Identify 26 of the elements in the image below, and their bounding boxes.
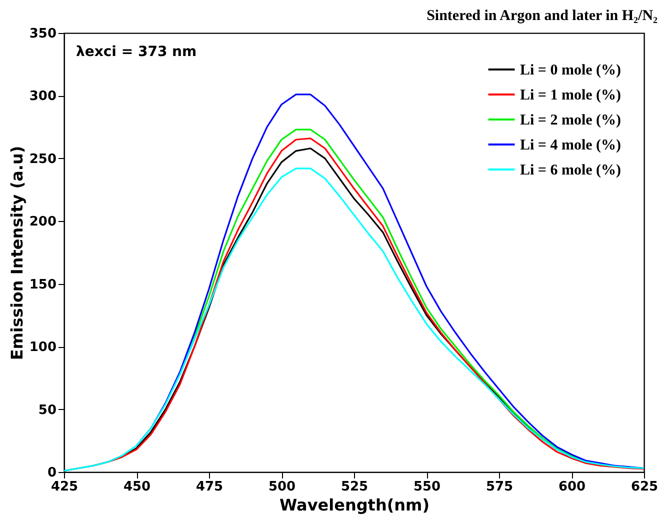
legend-label: Li = 2 mole (%) bbox=[520, 112, 622, 128]
y-tick-label: 0 bbox=[47, 466, 56, 480]
x-tick-label: 450 bbox=[123, 480, 151, 494]
y-tick-label: 100 bbox=[29, 340, 56, 356]
x-tick-label: 500 bbox=[268, 480, 296, 494]
y-tick-label: 150 bbox=[29, 277, 56, 292]
y-tick-label: 50 bbox=[38, 402, 56, 418]
y-tick-label: 200 bbox=[29, 214, 56, 230]
y-tick-label: 250 bbox=[29, 152, 56, 167]
x-tick-label: 625 bbox=[630, 480, 658, 494]
legend-label: Li = 4 mole (%) bbox=[520, 138, 622, 154]
y-axis-title: Emission Intensity (a.u) bbox=[7, 146, 26, 360]
x-tick-label: 600 bbox=[558, 480, 586, 494]
chart-title: Sintered in Argon and later in H₂/N₂ bbox=[426, 8, 658, 24]
x-axis-title: Wavelength(nm) bbox=[279, 496, 430, 514]
x-tick-label: 550 bbox=[413, 480, 441, 494]
y-tick-label: 350 bbox=[29, 26, 56, 42]
y-tick-label: 300 bbox=[29, 89, 56, 104]
x-tick-label: 575 bbox=[486, 480, 514, 494]
legend-label: Li = 1 mole (%) bbox=[520, 88, 622, 104]
x-tick-label: 475 bbox=[196, 480, 224, 494]
annotation: λexci = 373 nm bbox=[76, 44, 197, 60]
x-tick-label: 525 bbox=[340, 480, 368, 494]
legend-label: Li = 0 mole (%) bbox=[520, 62, 622, 78]
legend-label: Li = 6 mole (%) bbox=[520, 162, 622, 178]
x-tick-label: 425 bbox=[50, 480, 78, 494]
